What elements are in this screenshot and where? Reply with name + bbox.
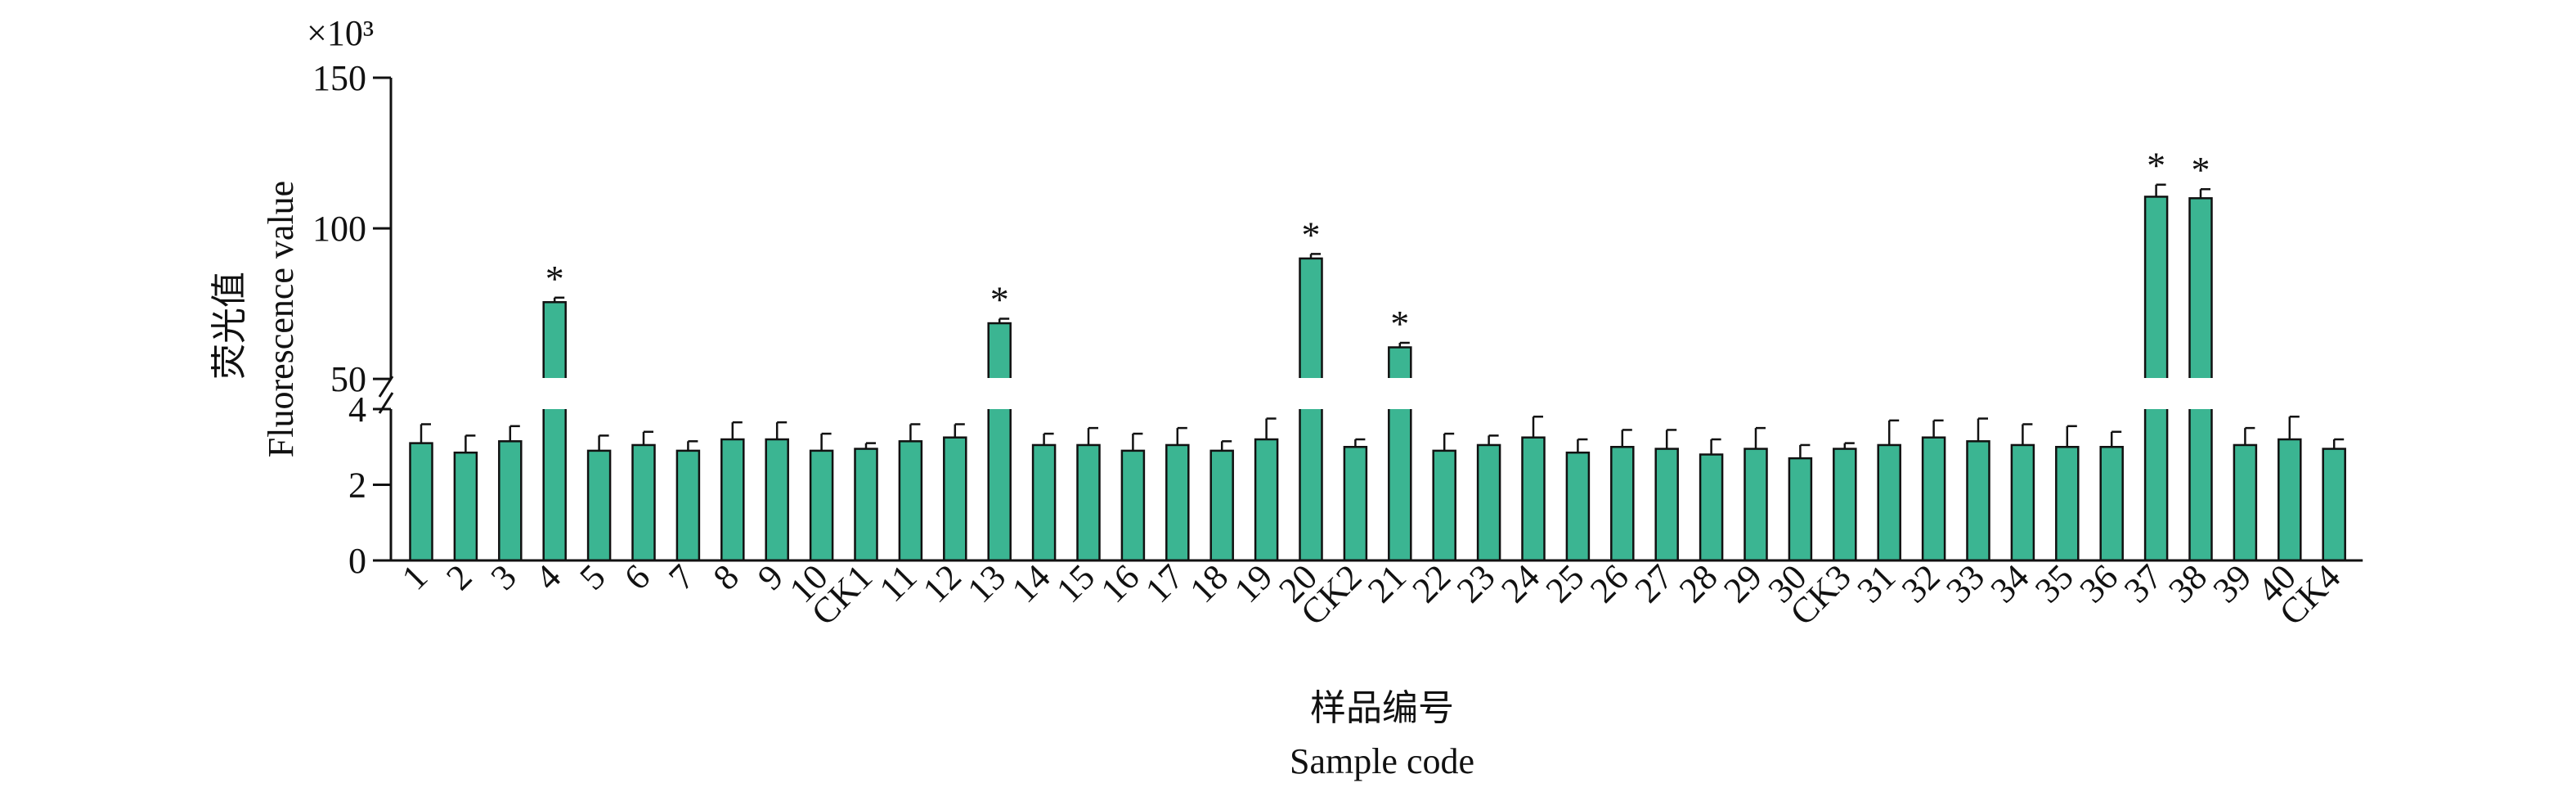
bar [586, 449, 612, 562]
significance-marker: * [1302, 214, 1321, 255]
x-tick-label: 8 [706, 556, 747, 597]
bar [2010, 443, 2035, 562]
bar [1966, 440, 1990, 562]
bar [1565, 451, 1591, 562]
x-tick-label: 7 [661, 556, 702, 597]
bar [2278, 438, 2302, 562]
significance-marker: * [545, 258, 564, 299]
bar [898, 440, 923, 562]
x-tick-label: 4 [527, 556, 568, 597]
bar [809, 449, 834, 562]
bar [1654, 448, 1679, 562]
plot-area: 1 2 3*4 5 6 7 8 910CK11112*13141516171819*20CK2… [312, 58, 2367, 633]
bar [1076, 443, 1101, 562]
y-tick-label: 50 [330, 359, 366, 399]
x-tick-label: 1 [394, 556, 435, 597]
bar [1744, 448, 1768, 562]
bar [720, 438, 745, 562]
y-axis-title-en: Fluorescence value [261, 181, 301, 457]
bar [409, 442, 433, 562]
bar [1788, 457, 1813, 562]
x-tick-label: 5 [572, 556, 613, 597]
bar [1877, 443, 1901, 562]
bar [1476, 443, 1501, 562]
y-axis-title-zh: 荧光值 [209, 272, 249, 380]
y-tick-label: 100 [312, 209, 366, 249]
bar [765, 438, 789, 562]
bar [2233, 443, 2258, 562]
x-axis-title-en: Sample code [1290, 741, 1474, 781]
bar [1833, 448, 1857, 562]
y-tick-label: 2 [348, 466, 366, 506]
y-tick-label: 0 [348, 541, 366, 581]
bar [498, 440, 523, 562]
y-tick-label: 4 [348, 389, 366, 430]
x-tick-label: 6 [617, 556, 657, 597]
bar [631, 443, 656, 562]
bar [987, 322, 1012, 562]
bar [1921, 436, 1946, 562]
y-tick-label: 150 [312, 58, 366, 98]
bar [1165, 443, 1190, 562]
bar [1299, 257, 1323, 562]
bar [1031, 443, 1057, 562]
axis-break-gap [394, 378, 2367, 409]
bar [2055, 446, 2080, 562]
x-tick-label: 3 [483, 556, 524, 597]
x-tick-label: 9 [750, 556, 791, 597]
bar [943, 436, 967, 562]
bar [1209, 449, 1234, 562]
bar [453, 451, 478, 562]
bar [1432, 449, 1456, 562]
significance-marker: * [1390, 303, 1409, 344]
bar [1343, 446, 1368, 562]
significance-marker: * [990, 279, 1009, 321]
bar [1699, 453, 1724, 562]
bar [854, 448, 878, 562]
x-axis-title-zh: 样品编号 [1310, 688, 1454, 728]
bar [1521, 436, 1546, 562]
bar [1120, 449, 1146, 562]
bar [1610, 446, 1635, 562]
bar [2322, 448, 2346, 562]
significance-marker: * [2192, 149, 2210, 191]
bar [1254, 438, 1279, 562]
bar [542, 301, 567, 562]
significance-marker: * [2147, 145, 2165, 187]
x-tick-label: 2 [438, 556, 479, 597]
y-multiplier-label: ×10³ [307, 13, 374, 53]
bar [675, 449, 701, 562]
bar [2099, 446, 2124, 562]
